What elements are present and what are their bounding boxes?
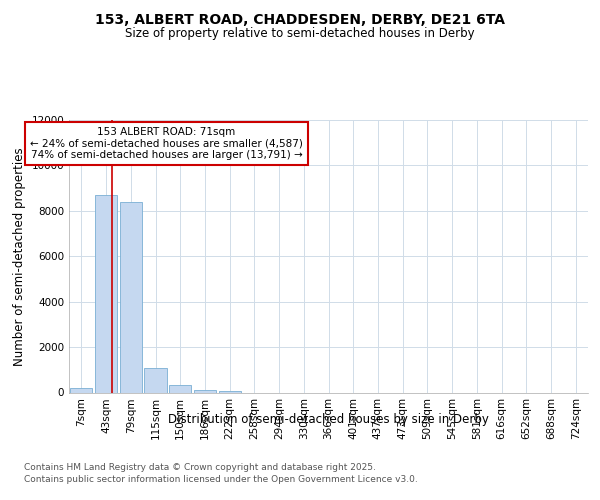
Y-axis label: Number of semi-detached properties: Number of semi-detached properties xyxy=(13,147,26,366)
Bar xyxy=(145,368,167,392)
Text: Distribution of semi-detached houses by size in Derby: Distribution of semi-detached houses by … xyxy=(168,412,488,426)
Text: 153 ALBERT ROAD: 71sqm
← 24% of semi-detached houses are smaller (4,587)
74% of : 153 ALBERT ROAD: 71sqm ← 24% of semi-det… xyxy=(30,127,303,160)
Text: Size of property relative to semi-detached houses in Derby: Size of property relative to semi-detach… xyxy=(125,28,475,40)
Bar xyxy=(95,195,117,392)
Bar xyxy=(119,202,142,392)
Bar xyxy=(194,390,216,392)
Bar xyxy=(169,384,191,392)
Text: Contains public sector information licensed under the Open Government Licence v3: Contains public sector information licen… xyxy=(24,475,418,484)
Text: 153, ALBERT ROAD, CHADDESDEN, DERBY, DE21 6TA: 153, ALBERT ROAD, CHADDESDEN, DERBY, DE2… xyxy=(95,12,505,26)
Text: Contains HM Land Registry data © Crown copyright and database right 2025.: Contains HM Land Registry data © Crown c… xyxy=(24,462,376,471)
Bar xyxy=(70,388,92,392)
